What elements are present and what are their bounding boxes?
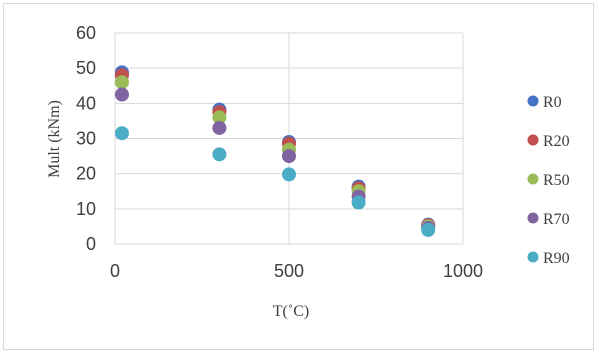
legend-marker-r20: [527, 134, 539, 146]
legend-marker-r0: [527, 95, 539, 107]
chart-area: [3, 3, 594, 350]
x-tick-label: 500: [274, 261, 304, 281]
data-point-r70: [114, 87, 129, 102]
x-tick-label: 1000: [443, 261, 483, 281]
y-tick-label: 20: [76, 164, 96, 184]
data-point-r90: [421, 222, 436, 237]
legend-marker-r70: [527, 212, 539, 224]
legend-label-r70: R70: [543, 211, 570, 228]
data-point-r90: [282, 167, 296, 182]
legend-marker-r90: [527, 251, 539, 263]
y-tick-label: 60: [76, 23, 96, 43]
data-point-r70: [282, 149, 296, 164]
legend-label-r50: R50: [543, 172, 570, 189]
data-point-r90: [351, 195, 366, 210]
y-tick-label: 0: [86, 234, 96, 254]
x-tick-label: 0: [110, 261, 120, 281]
data-point-r70: [212, 120, 227, 135]
legend-marker-r50: [527, 173, 539, 185]
y-tick-label: 30: [76, 129, 96, 149]
legend-label-r90: R90: [543, 250, 570, 267]
legend-label-r0: R0: [543, 94, 562, 111]
data-points: [114, 65, 436, 237]
y-axis-title: Mult (kNm): [46, 100, 63, 178]
y-tick-label: 10: [76, 199, 96, 219]
legend: R0 R20 R50 R70 R90: [527, 94, 570, 267]
data-point-r90: [114, 126, 129, 141]
axis-ticks: 0 10 20 30 40 50 60 0 500 1000: [76, 23, 483, 281]
legend-label-r20: R20: [543, 133, 570, 150]
data-point-r90: [212, 147, 227, 162]
data-point-r50: [114, 75, 129, 90]
y-tick-label: 40: [76, 93, 96, 113]
data-point-r50: [212, 110, 227, 125]
x-axis-title: T(˚C): [273, 303, 309, 320]
y-tick-label: 50: [76, 58, 96, 78]
